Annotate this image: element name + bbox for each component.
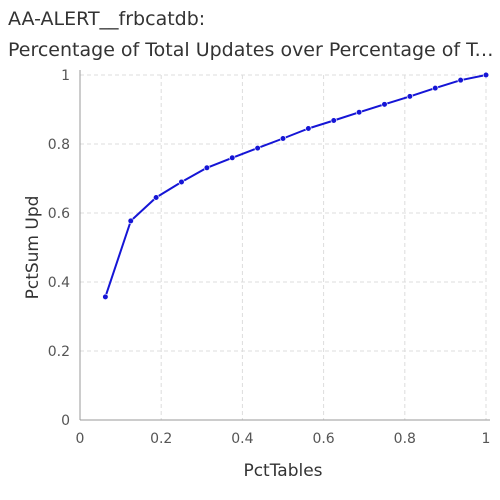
data-point — [482, 71, 490, 79]
data-point — [406, 93, 413, 100]
x-tick-label: 0.4 — [231, 431, 253, 447]
data-point — [254, 145, 261, 152]
y-tick-label: 0.6 — [48, 206, 70, 222]
chart-title-line-1: AA-ALERT__frbcatdb: — [8, 8, 206, 30]
data-point — [279, 135, 287, 142]
data-point — [305, 125, 312, 132]
x-tick-label: 0 — [76, 431, 85, 447]
x-tick-label: 0.2 — [150, 431, 172, 447]
y-axis-title: PctSum Upd — [23, 196, 43, 300]
series-line — [104, 74, 487, 298]
x-tick-label: 0.6 — [312, 431, 334, 447]
axes — [79, 70, 490, 421]
data-point — [102, 293, 109, 300]
data-point — [356, 109, 363, 116]
data-point — [178, 178, 185, 186]
y-tick-label: 0 — [61, 413, 70, 429]
data-point — [153, 194, 160, 201]
x-axis-title: PctTables — [243, 461, 322, 481]
data-point — [381, 101, 388, 108]
y-tick-label: 1 — [61, 68, 70, 84]
x-tick-label: 1 — [482, 431, 491, 447]
data-point — [457, 77, 464, 84]
data-point — [229, 154, 236, 161]
data-point — [127, 217, 134, 225]
y-tick-label: 0.8 — [48, 137, 70, 153]
data-point — [203, 164, 210, 171]
data-point — [330, 117, 337, 124]
series-layer — [102, 71, 490, 300]
grid-lines — [80, 74, 487, 420]
data-point — [432, 85, 439, 92]
x-tick-label: 0.8 — [394, 431, 416, 447]
tick-labels: 0 0.2 0.4 0.6 0.8 1 0 0.2 0.4 0.6 0.8 1 — [48, 68, 491, 447]
y-tick-label: 0.2 — [48, 344, 70, 360]
y-tick-label: 0.4 — [48, 275, 70, 291]
